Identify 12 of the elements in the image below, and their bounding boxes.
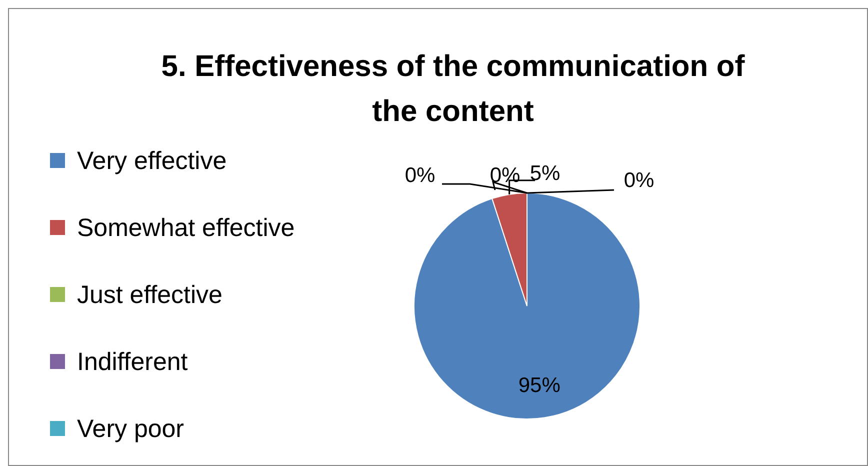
pie-slice <box>414 192 640 420</box>
data-label: 5% <box>530 162 560 185</box>
legend-label: Just effective <box>77 281 222 309</box>
text: 0% <box>490 164 520 187</box>
data-label: 95% <box>518 374 560 398</box>
text: 0% <box>624 169 654 192</box>
legend-label: Very effective <box>77 147 227 175</box>
legend-label: Somewhat effective <box>77 214 295 242</box>
legend-label: Very poor <box>77 415 184 443</box>
text: 0% <box>404 164 436 187</box>
legend-label: Indifferent <box>77 348 188 376</box>
chart-title: 5. Effectiveness of the communication of the content <box>161 50 746 128</box>
